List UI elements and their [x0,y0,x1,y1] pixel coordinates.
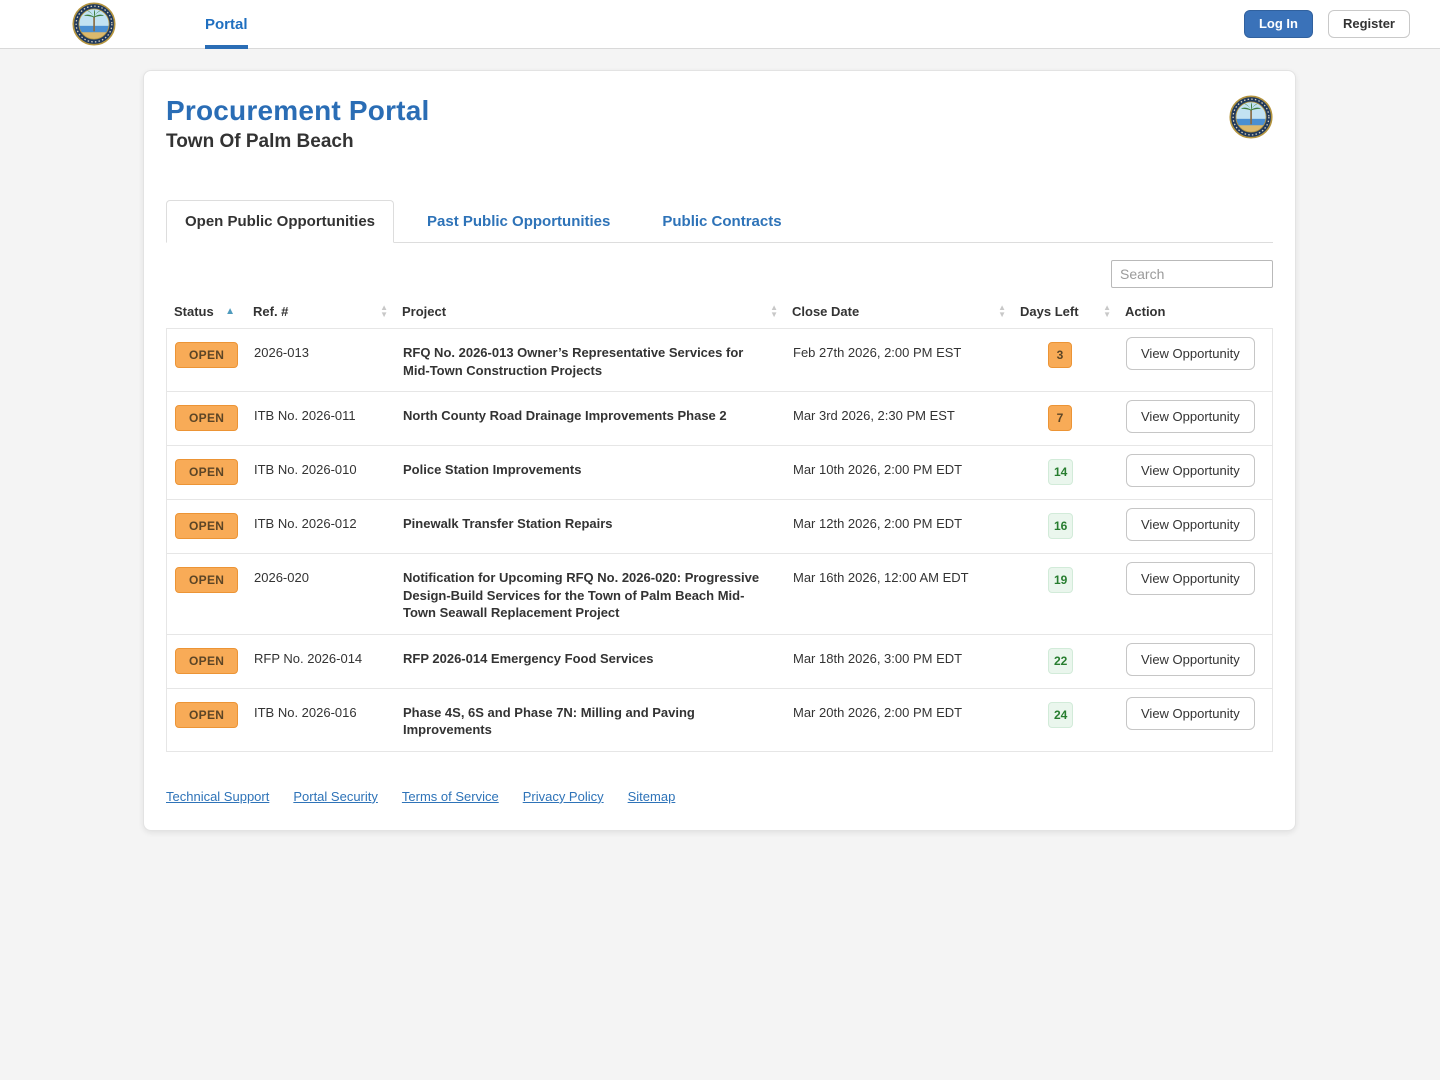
project-title: Phase 4S, 6S and Phase 7N: Milling and P… [403,704,695,738]
column-header-action: Action [1125,304,1166,319]
privacy-policy-link[interactable]: Privacy Policy [522,788,604,804]
status-badge: OPEN [175,459,239,486]
project-title: Notification for Upcoming RFQ No. 2026-0… [403,570,760,621]
close-date: Feb 27th 2026, 2:00 PM EST [793,345,962,360]
status-badge: OPEN [175,342,239,369]
days-left-badge: 16 [1048,513,1074,540]
sort-icon: ▲ ▼ [380,302,388,319]
close-date: Mar 10th 2026, 2:00 PM EDT [793,462,963,478]
register-button[interactable]: Register [1327,10,1410,38]
card-header: Procurement Portal Town Of Palm Beach [166,95,1273,153]
login-button[interactable]: Log In [1243,10,1313,38]
table-header-row: Status ▲ Ref. # ▲ ▼ Project ▲ ▼ Close Date… [166,296,1273,328]
table-row: OPEN ITB No. 2026-010 Police Station Imp… [167,445,1272,499]
days-left-badge: 19 [1048,567,1074,594]
tab-past-public-opportunities[interactable]: Past Public Opportunities [427,213,611,230]
view-opportunity-button[interactable]: View Opportunity [1126,400,1255,434]
procurement-portal-card: Procurement Portal Town Of Palm Beach [143,70,1296,831]
ref-number: 2026-013 [254,345,309,360]
view-opportunity-button[interactable]: View Opportunity [1126,508,1255,542]
column-header-status[interactable]: Status ▲ [174,304,235,319]
view-opportunity-button[interactable]: View Opportunity [1126,337,1255,370]
project-title: Pinewalk Transfer Station Repairs [403,516,613,532]
footer-links: Technical Support Portal Security Terms … [166,789,1273,804]
status-badge: OPEN [175,567,239,594]
table-row: OPEN ITB No. 2026-011 North County Road … [167,391,1272,445]
sort-ascending-icon: ▲ [225,306,235,317]
page-subtitle: Town Of Palm Beach [166,131,354,152]
town-seal-logo [1229,95,1273,139]
search-input[interactable] [1111,260,1273,288]
ref-number: ITB No. 2026-012 [254,516,357,532]
nav-portal-link[interactable]: Portal [205,0,248,49]
status-badge: OPEN [175,647,239,674]
days-left-badge: 14 [1048,459,1074,486]
table-row: OPEN ITB No. 2026-012 Pinewalk Transfer … [167,499,1272,553]
column-header-days-left[interactable]: Days Left ▲ ▼ [1020,302,1111,319]
view-opportunity-button[interactable]: View Opportunity [1126,642,1255,676]
days-left-badge: 7 [1048,405,1072,432]
table-body: OPEN 2026-013 RFQ No. 2026-013 Owner’s R… [166,328,1273,752]
close-date: Mar 18th 2026, 3:00 PM EDT [793,650,963,666]
town-seal-logo [72,2,116,46]
technical-support-link[interactable]: Technical Support [166,788,270,804]
close-date: Mar 12th 2026, 2:00 PM EDT [793,516,963,532]
close-date: Mar 16th 2026, 12:00 AM EDT [793,570,969,586]
column-header-ref[interactable]: Ref. # ▲ ▼ [253,302,388,319]
status-badge: OPEN [175,701,239,728]
view-opportunity-button[interactable]: View Opportunity [1126,562,1255,596]
status-badge: OPEN [175,513,239,540]
view-opportunity-button[interactable]: View Opportunity [1126,454,1255,488]
ref-number: ITB No. 2026-016 [254,704,357,720]
table-row: OPEN RFP No. 2026-014 RFP 2026-014 Emerg… [167,633,1272,688]
project-title: RFQ No. 2026-013 Owner’s Representative … [403,345,744,378]
project-title: Police Station Improvements [403,462,582,478]
tab-open-public-opportunities[interactable]: Open Public Opportunities [166,200,395,243]
days-left-badge: 24 [1048,701,1074,728]
project-title: RFP 2026-014 Emergency Food Services [403,650,654,666]
page-title: Procurement Portal [166,95,430,126]
days-left-badge: 3 [1048,342,1072,369]
ref-number: ITB No. 2026-011 [254,408,356,424]
ref-number: ITB No. 2026-010 [254,462,357,478]
project-title: North County Road Drainage Improvements … [403,408,727,424]
terms-of-service-link[interactable]: Terms of Service [401,788,499,804]
days-left-badge: 22 [1048,647,1074,674]
table-row: OPEN 2026-013 RFQ No. 2026-013 Owner’s R… [167,328,1272,391]
column-header-close-date[interactable]: Close Date ▲ ▼ [792,302,1006,319]
ref-number: 2026-020 [254,570,309,586]
column-header-project[interactable]: Project ▲ ▼ [402,302,778,319]
status-badge: OPEN [175,405,239,432]
ref-number: RFP No. 2026-014 [254,650,363,666]
tab-public-contracts[interactable]: Public Contracts [662,213,782,230]
opportunities-table: Status ▲ Ref. # ▲ ▼ Project ▲ ▼ Close Date… [166,296,1273,752]
close-date: Mar 20th 2026, 2:00 PM EDT [793,704,963,720]
sitemap-link[interactable]: Sitemap [627,788,676,804]
sort-icon: ▲ ▼ [998,302,1006,319]
table-row: OPEN ITB No. 2026-016 Phase 4S, 6S and P… [167,687,1272,751]
close-date: Mar 3rd 2026, 2:30 PM EST [793,408,955,424]
portal-security-link[interactable]: Portal Security [293,788,378,804]
sort-icon: ▲ ▼ [770,302,778,319]
table-row: OPEN 2026-020 Notification for Upcoming … [167,553,1272,634]
top-navbar: Portal Log In Register [0,0,1440,49]
tab-bar: Open Public Opportunities Past Public Op… [166,200,1273,243]
view-opportunity-button[interactable]: View Opportunity [1126,696,1255,730]
sort-icon: ▲ ▼ [1103,302,1111,319]
